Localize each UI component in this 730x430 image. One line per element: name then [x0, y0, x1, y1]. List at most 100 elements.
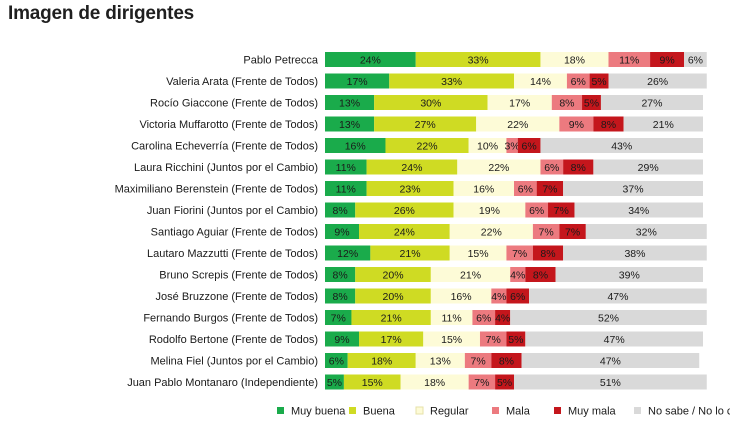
bar-segment — [359, 331, 424, 347]
data-label: 16% — [451, 291, 472, 303]
bar-segment — [351, 310, 431, 325]
bar-segment — [453, 202, 526, 218]
bar-segment — [325, 310, 352, 325]
data-label: 47% — [607, 291, 628, 303]
bar-segment — [453, 181, 514, 196]
data-label: 8% — [533, 270, 548, 282]
data-label: 8% — [571, 162, 586, 174]
category-label: Rodolfo Bertone (Frente de Todos) — [149, 334, 318, 346]
data-label: 16% — [473, 184, 494, 196]
bar-segment — [495, 374, 514, 390]
bar-segment — [555, 267, 703, 282]
data-label: 7% — [486, 334, 501, 346]
data-label: 27% — [415, 119, 436, 131]
legend-swatch — [634, 407, 641, 414]
bar-segment — [325, 224, 360, 239]
data-label: 14% — [530, 76, 551, 88]
bar-segment — [355, 267, 431, 282]
category-label: Valeria Arata (Frente de Todos) — [166, 76, 318, 88]
bar-segment — [532, 245, 564, 261]
bar-segment — [593, 116, 624, 132]
category-label: Rocío Giaccone (Frente de Todos) — [150, 98, 318, 110]
data-label: 22% — [488, 162, 509, 174]
bar-segment — [608, 52, 651, 67]
data-label: 17% — [381, 334, 402, 346]
bar-segment — [525, 267, 556, 282]
data-label: 7% — [331, 313, 346, 325]
category-label: Lautaro Mazzutti (Frente de Todos) — [147, 248, 318, 260]
data-label: 52% — [598, 313, 619, 325]
bar-segment — [548, 202, 575, 218]
data-label: 47% — [600, 356, 621, 368]
bar-segment — [608, 73, 707, 89]
legend-swatch — [415, 406, 424, 415]
data-label: 6% — [510, 291, 525, 303]
data-label: 21% — [400, 248, 421, 260]
data-label: 6% — [529, 205, 544, 217]
category-label: Fernando Burgos (Frente de Todos) — [143, 313, 318, 325]
data-label: 11% — [336, 162, 356, 174]
legend-entry: Mala — [506, 406, 531, 418]
data-label: 5% — [584, 98, 599, 110]
bar-segment — [325, 353, 348, 368]
data-label: 9% — [569, 119, 584, 131]
bar-segment — [476, 116, 560, 132]
bar-segment — [389, 73, 514, 89]
data-label: 9% — [659, 55, 674, 67]
bar-segment — [510, 310, 707, 325]
category-label: José Bruzzone (Frente de Todos) — [156, 291, 318, 303]
bar-segment — [506, 245, 533, 261]
bar-segment — [589, 73, 609, 89]
data-label: 11% — [619, 55, 639, 67]
data-label: 19% — [479, 205, 500, 217]
bar-segment — [347, 353, 416, 368]
bar-segment — [468, 138, 507, 153]
bar-segment — [325, 245, 371, 261]
data-label: 10% — [477, 141, 498, 153]
bar-segment — [563, 159, 594, 175]
data-label: 12% — [337, 248, 358, 260]
bar-segment — [650, 52, 685, 67]
bar-segment — [593, 159, 703, 175]
data-label: 18% — [424, 377, 445, 389]
category-label: Bruno Screpis (Frente de Todos) — [159, 270, 318, 282]
category-label: Santiago Aguiar (Frente de Todos) — [151, 227, 318, 239]
data-label: 47% — [604, 334, 625, 346]
bar-segment — [491, 353, 522, 368]
bar-segment — [325, 138, 386, 153]
bar-segment — [510, 267, 526, 282]
data-label: 6% — [688, 55, 703, 67]
bar-segment — [563, 245, 707, 261]
data-label: 8% — [540, 248, 555, 260]
data-label: 20% — [383, 270, 404, 282]
data-label: 6% — [518, 184, 533, 196]
bar-segment — [374, 95, 488, 110]
bar-segment — [325, 159, 367, 175]
bar-segment — [559, 116, 594, 132]
bar-segment — [359, 224, 450, 239]
bar-segment — [529, 288, 707, 304]
category-label: Pablo Petrecca — [243, 55, 318, 67]
category-label: Melina Fiel (Juntos por el Cambio) — [150, 356, 318, 368]
data-label: 17% — [347, 76, 368, 88]
data-label: 8% — [333, 205, 348, 217]
legend-swatch — [554, 407, 561, 414]
data-label: 18% — [564, 55, 585, 67]
bar-segment — [374, 116, 477, 132]
legend-entry: No sabe / No lo conoce — [648, 406, 730, 418]
data-label: 6% — [544, 162, 559, 174]
bar-segment — [600, 95, 703, 110]
data-label: 22% — [481, 227, 502, 239]
bar-segment — [532, 224, 560, 239]
bar-segment — [495, 310, 511, 325]
data-label: 8% — [333, 291, 348, 303]
bar-segment — [464, 353, 492, 368]
legend-swatch — [492, 407, 499, 414]
bar-segment — [366, 159, 458, 175]
bar-segment — [514, 73, 567, 89]
bar-segment — [325, 331, 360, 347]
data-label: 29% — [638, 162, 659, 174]
data-label: 15% — [441, 334, 462, 346]
data-label: 26% — [647, 76, 668, 88]
